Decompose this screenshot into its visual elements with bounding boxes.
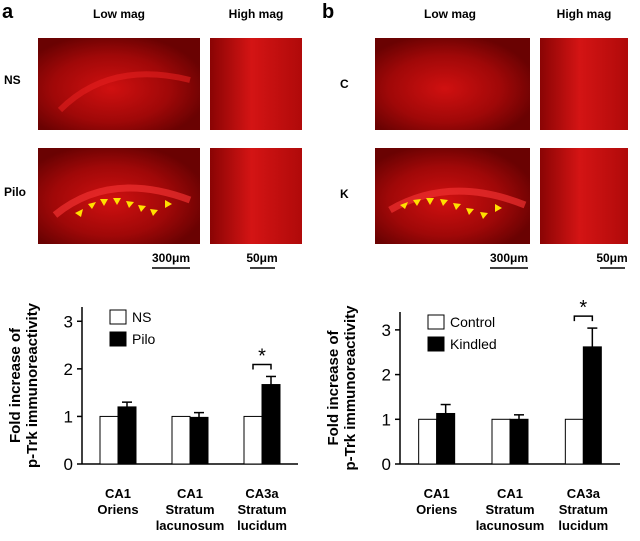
x-tick-label: CA3a <box>567 486 601 501</box>
x-tick-label: lacunosum <box>156 518 225 533</box>
y-tick-label: 3 <box>64 312 73 331</box>
micrograph <box>375 38 530 130</box>
legend-swatch <box>109 309 127 325</box>
y-tick-label: 0 <box>382 455 391 474</box>
arrowheads <box>400 198 502 219</box>
y-axis-label: p-Trk immunoreactivity <box>24 302 41 468</box>
bar <box>418 418 438 465</box>
micrograph <box>540 38 628 130</box>
x-tick-label: Stratum <box>559 502 608 517</box>
scale-bar-label: 300μm <box>152 251 190 265</box>
micrograph-detail <box>52 184 192 218</box>
bar <box>189 416 209 465</box>
panel-label: a <box>2 1 14 23</box>
legend-swatch <box>427 336 445 352</box>
legend-label: NS <box>132 309 151 325</box>
bar <box>491 418 511 465</box>
x-tick-label: CA1 <box>497 486 523 501</box>
x-tick-label: lacunosum <box>476 518 545 533</box>
x-tick-label: CA3a <box>245 486 279 501</box>
column-label: Low mag <box>424 7 476 21</box>
legend-label: Control <box>450 314 495 330</box>
micrograph <box>210 38 302 130</box>
x-tick-label: Oriens <box>97 502 138 517</box>
legend-swatch <box>109 331 127 347</box>
scale-bar-label: 300μm <box>490 251 528 265</box>
bar <box>582 346 602 465</box>
bar <box>117 406 137 465</box>
y-axis-label: Fold increase of <box>7 327 24 443</box>
x-tick-label: Oriens <box>416 502 457 517</box>
panel-label: b <box>322 1 334 23</box>
row-label: NS <box>4 73 21 87</box>
y-axis-label: Fold increase of <box>325 329 342 445</box>
x-tick-label: CA1 <box>105 486 131 501</box>
x-tick-label: Stratum <box>485 502 534 517</box>
micrograph <box>540 148 628 244</box>
bar <box>564 418 584 465</box>
legend-swatch <box>427 314 445 330</box>
y-tick-label: 1 <box>382 410 391 429</box>
scale-bar-label: 50μm <box>246 251 277 265</box>
x-tick-label: lucidum <box>237 518 287 533</box>
row-label: Pilo <box>4 185 26 199</box>
significance-mark: * <box>258 345 266 367</box>
column-label: Low mag <box>93 7 145 21</box>
x-tick-label: lucidum <box>558 518 608 533</box>
legend-label: Kindled <box>450 336 497 352</box>
significance-mark: * <box>579 297 587 319</box>
column-label: High mag <box>229 7 284 21</box>
y-tick-label: 0 <box>64 455 73 474</box>
significance-bracket <box>252 363 272 370</box>
bar <box>99 415 119 465</box>
arrowheads <box>75 198 172 217</box>
bar <box>261 384 281 465</box>
micrograph-detail <box>388 187 527 214</box>
micrograph <box>210 148 302 244</box>
x-tick-label: CA1 <box>424 486 450 501</box>
x-tick-label: CA1 <box>177 486 203 501</box>
micrograph-detail <box>57 71 191 113</box>
micrograph <box>38 38 200 130</box>
x-tick-label: Stratum <box>165 502 214 517</box>
y-tick-label: 3 <box>382 321 391 340</box>
bar <box>509 418 529 465</box>
scale-bar-label: 50μm <box>596 251 627 265</box>
significance-bracket <box>573 315 594 322</box>
y-tick-label: 2 <box>64 360 73 379</box>
row-label: C <box>340 77 349 91</box>
y-axis-label: p-Trk immunoreactivity <box>342 305 359 471</box>
bar <box>243 415 263 465</box>
y-tick-label: 1 <box>64 407 73 426</box>
y-tick-label: 2 <box>382 366 391 385</box>
row-label: K <box>340 187 349 201</box>
bar <box>436 412 456 465</box>
legend-label: Pilo <box>132 331 156 347</box>
x-tick-label: Stratum <box>237 502 286 517</box>
column-label: High mag <box>557 7 612 21</box>
bar <box>171 415 191 465</box>
